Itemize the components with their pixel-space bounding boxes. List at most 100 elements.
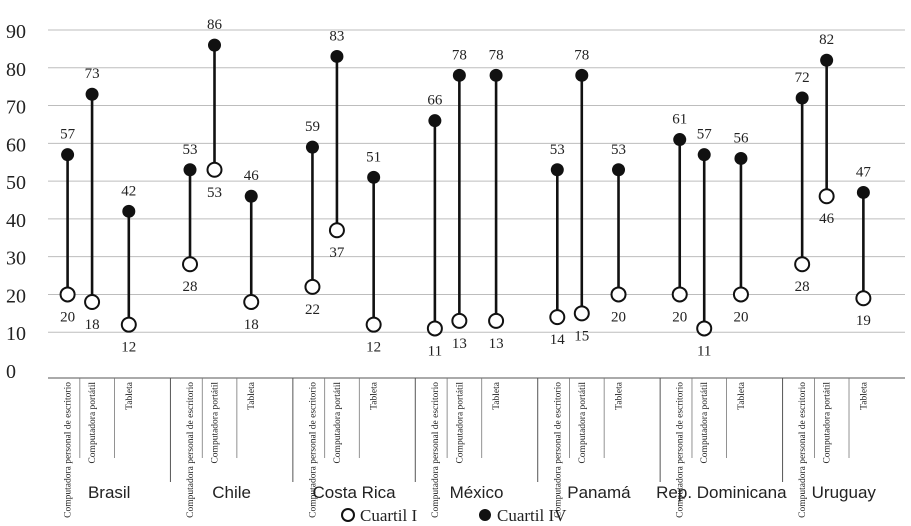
data-label-cuartil-i: 28 [183, 279, 198, 295]
device-label: Tableta [247, 381, 257, 410]
data-label-cuartil-i: 53 [207, 185, 222, 201]
device-label: Computadora portátil [455, 382, 465, 464]
data-label-cuartil-iv: 78 [452, 47, 467, 63]
point-cuartil-i [365, 316, 382, 333]
data-label-cuartil-iv: 66 [427, 93, 443, 109]
point-cuartil-i [59, 286, 76, 303]
point-cuartil-iv [673, 133, 687, 147]
y-tick-label-20: 20 [6, 285, 26, 307]
device-label: Computadora personal de escritorio [676, 382, 686, 518]
data-label-cuartil-iv: 72 [795, 70, 810, 86]
legend-marker-cuartil-i [341, 508, 355, 522]
point-cuartil-i [84, 294, 101, 310]
y-tick-label-10: 10 [6, 323, 26, 345]
point-cuartil-i [488, 312, 505, 329]
data-label-cuartil-i: 11 [697, 343, 711, 359]
data-label-cuartil-i: 20 [611, 309, 626, 325]
device-label: Computadora portátil [578, 382, 588, 464]
point-cuartil-iv [489, 68, 503, 82]
point-cuartil-iv [244, 189, 258, 203]
country-label: Costa Rica [313, 483, 397, 502]
data-label-cuartil-iv: 57 [697, 127, 713, 143]
legend-label-cuartil-iv: Cuartil IV [497, 506, 567, 525]
country-label: Rep. Dominicana [656, 483, 787, 502]
data-label-cuartil-iv: 47 [856, 164, 872, 180]
point-cuartil-i [451, 312, 468, 329]
point-cuartil-iv [367, 170, 381, 184]
device-label: Tableta [737, 381, 747, 410]
device-label: Computadora personal de escritorio [798, 382, 808, 518]
country-label: México [450, 483, 504, 502]
device-label: Computadora personal de escritorio [553, 382, 563, 518]
device-label: Computadora personal de escritorio [308, 382, 318, 518]
y-tick-label-90: 90 [6, 21, 26, 43]
point-cuartil-i [696, 320, 713, 337]
point-cuartil-i [304, 278, 321, 295]
point-cuartil-iv [452, 68, 466, 82]
data-label-cuartil-i: 19 [856, 313, 871, 329]
data-label-cuartil-iv: 78 [574, 47, 589, 63]
gridlines [48, 29, 905, 333]
y-tick-label-50: 50 [6, 172, 26, 194]
point-cuartil-iv [856, 185, 870, 199]
y-axis: 0 10 20 30 40 50 60 70 80 90 [6, 21, 26, 383]
country-label: Panamá [567, 483, 631, 502]
data-label-cuartil-i: 20 [60, 309, 75, 325]
device-label: Computadora portátil [88, 382, 98, 464]
point-cuartil-i [243, 294, 260, 310]
point-cuartil-iv [697, 148, 711, 162]
x-axis: Brasil Computadora personal de escritorio… [48, 377, 905, 518]
data-label-cuartil-i: 22 [305, 302, 320, 318]
data-label-cuartil-i: 12 [121, 340, 136, 356]
device-label: Tableta [492, 381, 502, 410]
data-label-cuartil-iv: 53 [611, 142, 626, 158]
point-cuartil-i [855, 290, 872, 307]
point-cuartil-iv [85, 87, 99, 101]
legend-label-cuartil-i: Cuartil I [360, 506, 417, 525]
y-tick-label-80: 80 [6, 59, 26, 81]
point-cuartil-i [426, 320, 443, 337]
point-cuartil-iv [61, 148, 75, 162]
data-label-cuartil-i: 12 [366, 340, 381, 356]
device-label: Computadora personal de escritorio [186, 382, 196, 518]
point-cuartil-i [328, 222, 345, 239]
data-label-cuartil-iv: 78 [489, 47, 504, 63]
data-label-cuartil-iv: 73 [85, 66, 100, 82]
data-label-cuartil-iv: 82 [819, 32, 834, 48]
point-cuartil-iv [575, 68, 589, 82]
point-cuartil-iv [820, 53, 834, 67]
point-cuartil-i [573, 305, 590, 322]
data-label-cuartil-iv: 56 [733, 130, 749, 146]
data-label-cuartil-iv: 61 [672, 112, 687, 128]
device-label: Tableta [370, 381, 380, 410]
data-label-cuartil-i: 13 [452, 336, 467, 352]
country-label: Brasil [88, 483, 131, 502]
point-cuartil-iv [330, 49, 344, 63]
data-label-cuartil-iv: 57 [60, 127, 76, 143]
data-marks: 57 20 73 18 42 12 53 28 86 53 46 18 59 22 83 37 51 12 66 11… [59, 17, 872, 359]
data-label-cuartil-i: 46 [819, 211, 835, 227]
y-tick-label-0: 0 [6, 361, 16, 383]
device-label: Tableta [125, 381, 135, 410]
data-label-cuartil-i: 20 [672, 309, 687, 325]
point-cuartil-iv [122, 204, 136, 218]
point-cuartil-i [671, 286, 688, 303]
data-label-cuartil-i: 18 [244, 317, 259, 333]
data-label-cuartil-iv: 42 [121, 183, 136, 199]
data-label-cuartil-i: 11 [428, 343, 442, 359]
data-label-cuartil-iv: 51 [366, 149, 381, 165]
legend: Cuartil I Cuartil IV [341, 506, 567, 525]
data-label-cuartil-i: 28 [795, 279, 810, 295]
data-label-cuartil-iv: 83 [329, 28, 344, 44]
data-label-cuartil-i: 13 [489, 336, 504, 352]
y-tick-label-70: 70 [6, 97, 26, 119]
point-cuartil-i [120, 316, 137, 333]
device-label: Computadora personal de escritorio [431, 382, 441, 518]
country-label: Uruguay [812, 483, 877, 502]
data-label-cuartil-iv: 46 [244, 168, 260, 184]
point-cuartil-iv [428, 114, 442, 128]
point-cuartil-i [206, 161, 223, 178]
data-label-cuartil-iv: 53 [183, 142, 198, 158]
device-label: Tableta [615, 381, 625, 410]
